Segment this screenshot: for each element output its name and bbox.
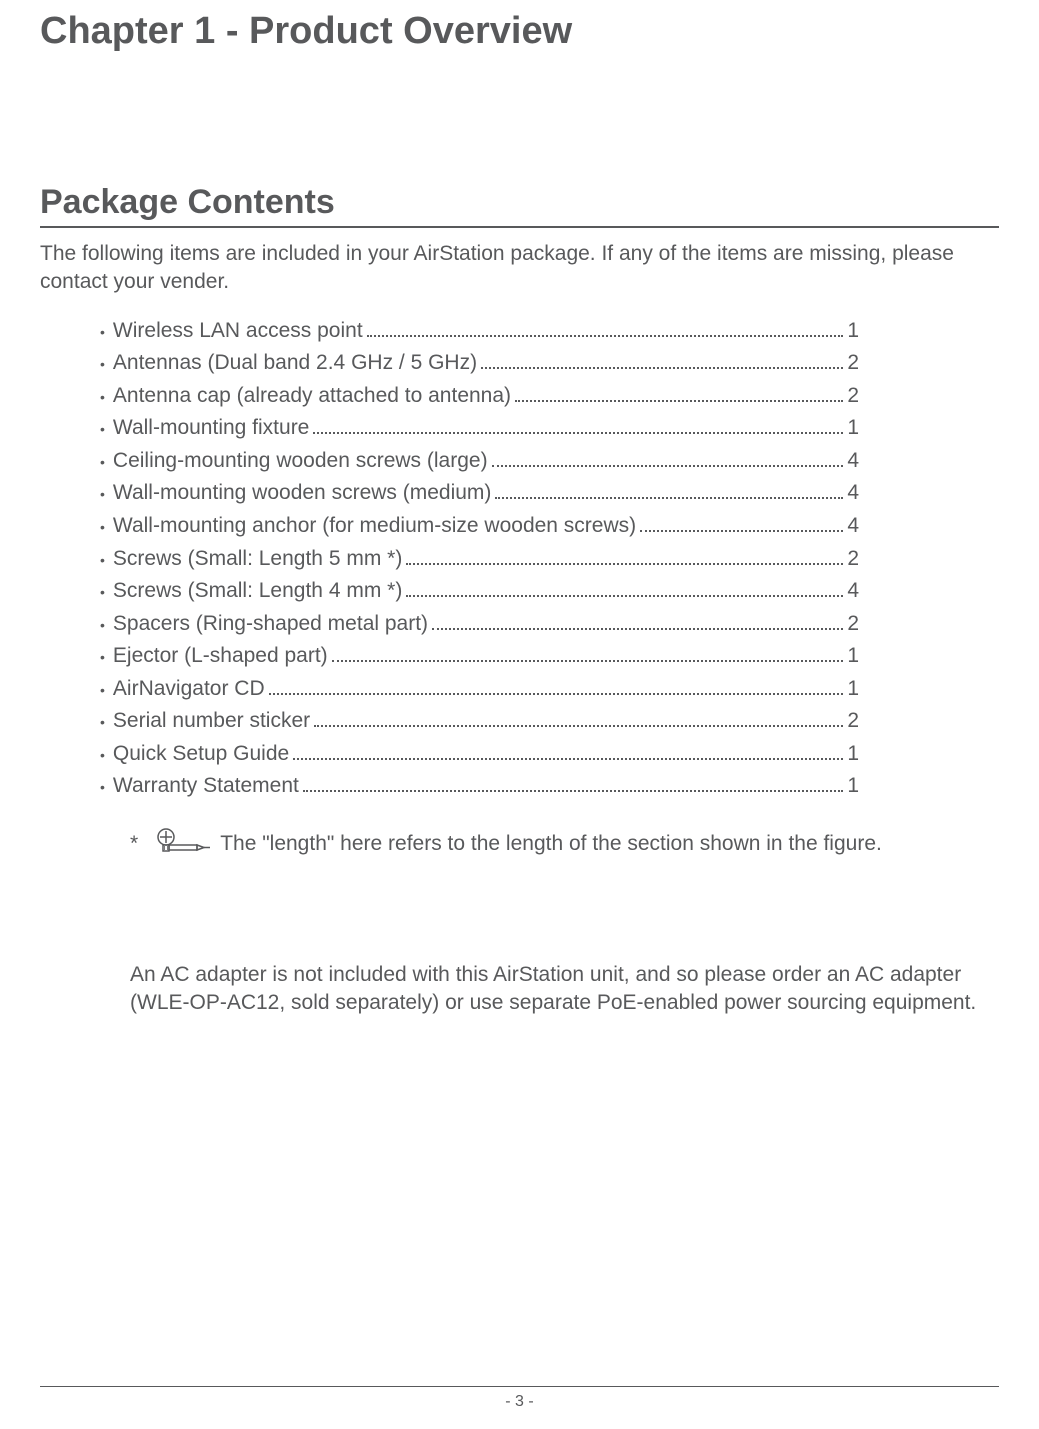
bullet-icon: • [100, 419, 105, 441]
bullet-icon: • [100, 517, 105, 539]
leader-dots [269, 693, 844, 695]
list-item: • Wall-mounting wooden screws (medium) 4 [100, 477, 999, 510]
bullet-icon: • [100, 647, 105, 669]
item-quantity: 4 [847, 510, 999, 543]
item-quantity: 2 [847, 608, 999, 641]
footnote-marker: * [130, 832, 138, 856]
item-quantity: 2 [847, 380, 999, 413]
item-label: Ceiling-mounting wooden screws (large) [113, 445, 488, 478]
bullet-icon: • [100, 322, 105, 344]
leader-dots [303, 790, 843, 792]
leader-dots [640, 530, 843, 532]
list-item: • Quick Setup Guide 1 [100, 738, 999, 771]
screw-icon [156, 827, 212, 861]
list-item: • Serial number sticker 2 [100, 705, 999, 738]
item-quantity: 2 [847, 543, 999, 576]
leader-dots [432, 628, 843, 630]
item-quantity: 1 [847, 770, 999, 803]
list-item: • Wireless LAN access point 1 [100, 315, 999, 348]
item-label: Quick Setup Guide [113, 738, 289, 771]
item-label: Spacers (Ring-shaped metal part) [113, 608, 428, 641]
intro-paragraph: The following items are included in your… [40, 240, 999, 297]
item-label: Antennas (Dual band 2.4 GHz / 5 GHz) [113, 347, 477, 380]
list-item: • Wall-mounting anchor (for medium-size w… [100, 510, 999, 543]
item-quantity: 1 [847, 673, 999, 706]
item-quantity: 1 [847, 640, 999, 673]
leader-dots [492, 465, 844, 467]
package-contents-list: • Wireless LAN access point 1 • Antennas (Du… [40, 315, 999, 803]
bullet-icon: • [100, 712, 105, 734]
item-label: Wireless LAN access point [113, 315, 363, 348]
item-label: Screws (Small: Length 5 mm *) [113, 543, 402, 576]
item-quantity: 4 [847, 477, 999, 510]
list-item: • Antenna cap (already attached to antenn… [100, 380, 999, 413]
item-label: Antenna cap (already attached to antenna… [113, 380, 511, 413]
leader-dots [367, 335, 844, 337]
item-label: AirNavigator CD [113, 673, 265, 706]
bullet-icon: • [100, 550, 105, 572]
item-label: Wall-mounting fixture [113, 412, 309, 445]
leader-dots [495, 497, 843, 499]
list-item: • Screws (Small: Length 5 mm *) 2 [100, 543, 999, 576]
footnote: * The "length" here refers to the length… [40, 827, 999, 861]
item-label: Ejector (L-shaped part) [113, 640, 328, 673]
list-item: • Antennas (Dual band 2.4 GHz / 5 GHz) 2 [100, 347, 999, 380]
ac-adapter-note: An AC adapter is not included with this … [40, 961, 999, 1018]
item-label: Screws (Small: Length 4 mm *) [113, 575, 402, 608]
list-item: • Ejector (L-shaped part) 1 [100, 640, 999, 673]
bullet-icon: • [100, 777, 105, 799]
list-item: • Warranty Statement 1 [100, 770, 999, 803]
leader-dots [314, 725, 843, 727]
chapter-title: Chapter 1 - Product Overview [40, 0, 999, 53]
item-label: Wall-mounting wooden screws (medium) [113, 477, 492, 510]
list-item: • Wall-mounting fixture 1 [100, 412, 999, 445]
item-label: Wall-mounting anchor (for medium-size wo… [113, 510, 636, 543]
list-item: • Spacers (Ring-shaped metal part) 2 [100, 608, 999, 641]
leader-dots [406, 595, 843, 597]
item-quantity: 1 [847, 315, 999, 348]
bullet-icon: • [100, 452, 105, 474]
item-label: Warranty Statement [113, 770, 299, 803]
bullet-icon: • [100, 387, 105, 409]
bullet-icon: • [100, 582, 105, 604]
list-item: • AirNavigator CD 1 [100, 673, 999, 706]
leader-dots [313, 432, 843, 434]
leader-dots [481, 367, 843, 369]
page-number: - 3 - [40, 1386, 999, 1411]
item-quantity: 4 [847, 575, 999, 608]
bullet-icon: • [100, 484, 105, 506]
leader-dots [406, 563, 843, 565]
bullet-icon: • [100, 680, 105, 702]
item-quantity: 4 [847, 445, 999, 478]
list-item: • Screws (Small: Length 4 mm *) 4 [100, 575, 999, 608]
list-item: • Ceiling-mounting wooden screws (large) 4 [100, 445, 999, 478]
footnote-text: The "length" here refers to the length o… [220, 832, 882, 856]
item-quantity: 1 [847, 738, 999, 771]
bullet-icon: • [100, 745, 105, 767]
bullet-icon: • [100, 615, 105, 637]
item-label: Serial number sticker [113, 705, 310, 738]
bullet-icon: • [100, 354, 105, 376]
leader-dots [515, 400, 843, 402]
leader-dots [293, 758, 843, 760]
section-title: Package Contents [40, 183, 999, 228]
item-quantity: 1 [847, 412, 999, 445]
leader-dots [332, 660, 844, 662]
item-quantity: 2 [847, 705, 999, 738]
item-quantity: 2 [847, 347, 999, 380]
